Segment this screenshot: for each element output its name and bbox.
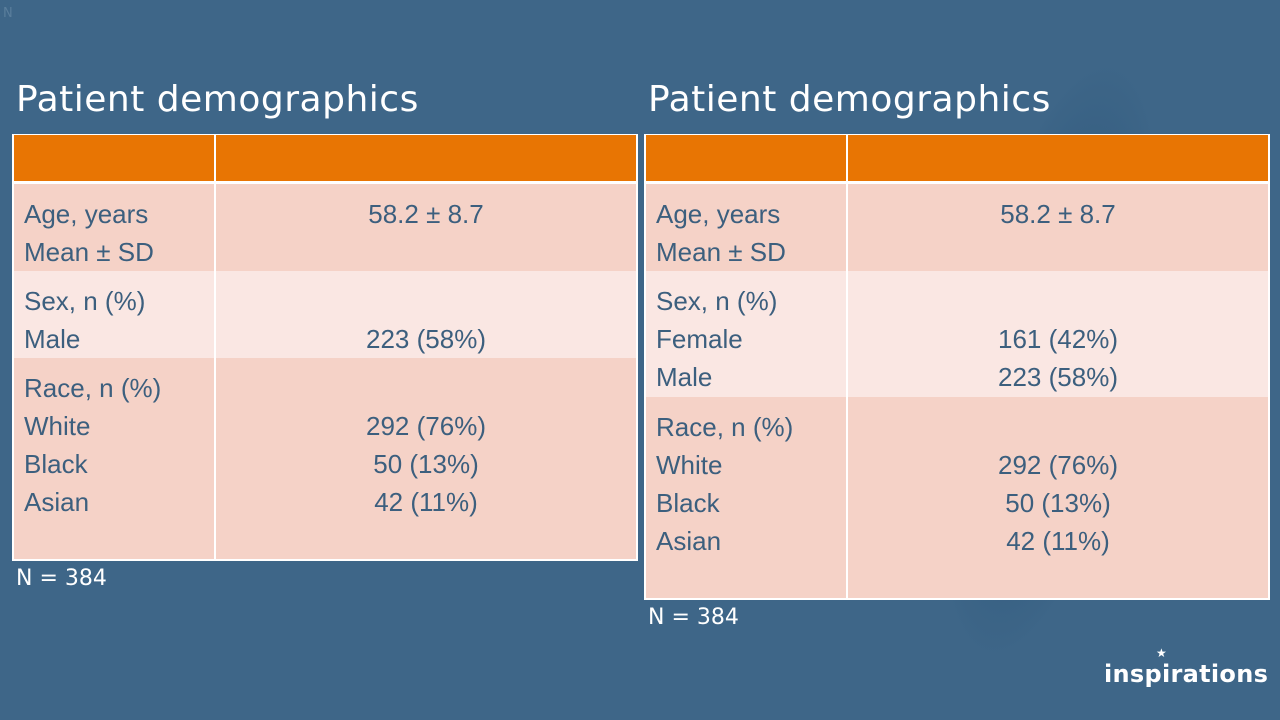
row-label: Sex, n (%) xyxy=(24,286,146,316)
panel-title: Patient demographics xyxy=(648,79,1051,120)
row-label: Male xyxy=(656,362,713,392)
row-value-cell: 161 (42%) 223 (58%) xyxy=(846,271,1270,397)
row-label: Sex, n (%) xyxy=(656,286,778,316)
demographics-panel-right: Patient demographics Age, years Mean ± S… xyxy=(644,78,1270,634)
table-header-row xyxy=(12,134,638,184)
row-label-cell: Age, years Mean ± SD xyxy=(644,182,848,271)
row-label: Asian xyxy=(24,487,90,517)
header-cell xyxy=(214,134,638,184)
row-value: 292 (76%) xyxy=(998,450,1118,480)
row-label: White xyxy=(656,450,723,480)
row-label: Age, years xyxy=(656,199,781,229)
row-value: 223 (58%) xyxy=(998,362,1118,392)
row-value-cell: 58.2 ± 8.7 xyxy=(214,182,638,271)
row-label: Male xyxy=(24,324,81,354)
row-value xyxy=(848,408,1268,446)
row-value: 42 (11%) xyxy=(1006,526,1110,556)
demographics-panel-left: Patient demographics Age, years Mean ± S… xyxy=(12,78,638,595)
row-label: Black xyxy=(656,488,720,518)
row-value-cell: 223 (58%) xyxy=(214,271,638,358)
sample-size-footnote: N = 384 xyxy=(16,566,107,591)
row-label: Mean ± SD xyxy=(24,237,154,267)
demographics-table: Age, years Mean ± SD 58.2 ± 8.7 Sex, n (… xyxy=(644,134,1270,600)
header-cell xyxy=(12,134,216,184)
row-value: 50 (13%) xyxy=(373,449,479,479)
table-row-sex: Sex, n (%) Male 223 (58%) xyxy=(12,271,638,358)
row-value: 50 (13%) xyxy=(1005,488,1111,518)
row-value xyxy=(848,282,1268,320)
row-value: 161 (42%) xyxy=(998,324,1118,354)
row-value: 292 (76%) xyxy=(366,411,486,441)
row-label: Age, years xyxy=(24,199,149,229)
logo-text: inspirations xyxy=(1104,660,1269,688)
row-label: White xyxy=(24,411,91,441)
demographics-table: Age, years Mean ± SD 58.2 ± 8.7 Sex, n (… xyxy=(12,134,638,561)
table-row-age: Age, years Mean ± SD 58.2 ± 8.7 xyxy=(644,182,1270,271)
row-label-cell: Race, n (%) White Black Asian xyxy=(644,397,848,600)
table-header-row xyxy=(644,134,1270,184)
header-cell xyxy=(644,134,848,184)
row-value xyxy=(216,233,636,271)
row-value xyxy=(216,369,636,407)
panel-title: Patient demographics xyxy=(16,79,419,120)
row-value: 58.2 ± 8.7 xyxy=(368,199,484,229)
row-label: Mean ± SD xyxy=(656,237,786,267)
row-value: 223 (58%) xyxy=(366,324,486,354)
row-label: Race, n (%) xyxy=(24,373,162,403)
row-value: 58.2 ± 8.7 xyxy=(1000,199,1116,229)
row-value: 42 (11%) xyxy=(374,487,478,517)
header-cell xyxy=(846,134,1270,184)
sample-size-footnote: N = 384 xyxy=(648,605,739,630)
row-value xyxy=(216,282,636,320)
row-label: Asian xyxy=(656,526,722,556)
row-value xyxy=(848,233,1268,271)
row-label-cell: Age, years Mean ± SD xyxy=(12,182,216,271)
row-label-cell: Race, n (%) White Black Asian xyxy=(12,358,216,561)
row-value-cell: 292 (76%) 50 (13%) 42 (11%) xyxy=(214,358,638,561)
row-label-cell: Sex, n (%) Male xyxy=(12,271,216,358)
table-row-race: Race, n (%) White Black Asian 292 (76%) … xyxy=(12,358,638,561)
star-icon: ★ xyxy=(1156,646,1168,660)
row-label-cell: Sex, n (%) Female Male xyxy=(644,271,848,397)
table-row-age: Age, years Mean ± SD 58.2 ± 8.7 xyxy=(12,182,638,271)
row-label: Black xyxy=(24,449,88,479)
row-value-cell: 58.2 ± 8.7 xyxy=(846,182,1270,271)
table-row-sex: Sex, n (%) Female Male 161 (42%) 223 (58… xyxy=(644,271,1270,397)
row-label: Female xyxy=(656,324,743,354)
row-label: Race, n (%) xyxy=(656,412,794,442)
table-row-race: Race, n (%) White Black Asian 292 (76%) … xyxy=(644,397,1270,600)
row-value-cell: 292 (76%) 50 (13%) 42 (11%) xyxy=(846,397,1270,600)
corner-mark: N xyxy=(3,6,13,21)
inspirations-logo: ★ inspirations xyxy=(1104,646,1269,688)
